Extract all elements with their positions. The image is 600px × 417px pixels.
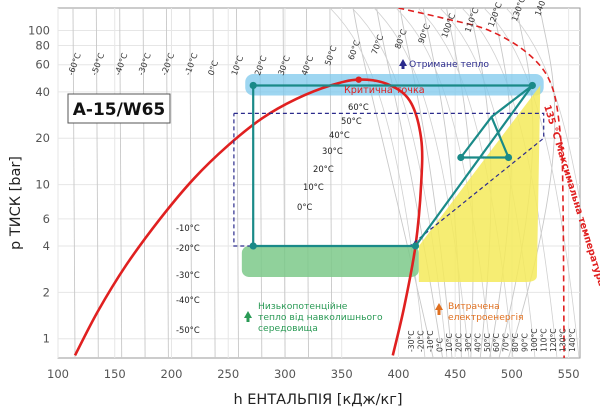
- electric-energy-label-line: електроенергія: [448, 312, 524, 323]
- isotherm-curve: [165, 8, 169, 358]
- ambient-heat-region: [241, 245, 419, 277]
- ambient-heat-label-line: тепло від навколишнього: [258, 312, 383, 323]
- isotherm-label-bottom: 30°C: [464, 333, 473, 352]
- y-tick-label: 60: [35, 58, 50, 72]
- isotherm-label-inside: 60°C: [348, 102, 369, 112]
- isotherm-curve: [259, 8, 263, 358]
- ambient-heat-arrow-icon: [244, 311, 252, 318]
- x-axis-label: h ЕНТАЛЬПІЯ [кДж/кг]: [233, 392, 402, 408]
- y-tick-label: 80: [35, 38, 50, 52]
- y-tick-label: 10: [35, 178, 50, 192]
- ambient-heat-label-line: середовища: [258, 323, 318, 334]
- isotherm-label-bottom: 50°C: [483, 333, 492, 352]
- isentrope-curve: [505, 8, 580, 204]
- electric-energy-arrow-stem: [437, 309, 441, 315]
- isotherm-curve: [329, 8, 333, 358]
- x-tick-label: 250: [217, 367, 239, 381]
- y-tick-label: 100: [28, 24, 50, 38]
- isotherm-label-bottom: 40°C: [473, 333, 482, 352]
- isotherm-curve: [142, 8, 146, 358]
- chart-title: A-15/W65: [73, 100, 166, 120]
- cycle-line: [252, 84, 534, 248]
- cycle-point: [249, 242, 257, 250]
- isotherm-label-bottom: -10°C: [426, 330, 435, 352]
- cycle-point: [528, 81, 536, 90]
- y-tick-label: 2: [43, 285, 50, 299]
- isotherm-curve: [282, 8, 286, 358]
- isotherm-label-inside: -50°C: [176, 325, 200, 335]
- cycle-point: [411, 242, 420, 250]
- isotherm-label-inside: -20°C: [176, 243, 200, 253]
- x-tick-label: 350: [331, 367, 353, 381]
- isotherm-label-inside: 50°C: [341, 116, 362, 126]
- electric-energy-arrow-icon: [435, 303, 443, 310]
- electric-energy-region: [418, 85, 541, 282]
- series-layer: [73, 8, 565, 358]
- ambient-heat-arrow-stem: [246, 317, 250, 322]
- y-tick-label: 1: [43, 332, 50, 346]
- x-tick-label: 400: [387, 367, 409, 381]
- isotherm-label-bottom: 0°C: [435, 338, 444, 352]
- isotherm-curve: [95, 8, 99, 358]
- isotherm-label-inside: -40°C: [176, 295, 200, 305]
- y-tick-label: 4: [43, 239, 50, 253]
- ambient-heat-label-line: Низькопотенційне: [258, 301, 348, 312]
- isotherm-label-bottom: 90°C: [521, 333, 530, 352]
- isotherm-curve: [212, 8, 216, 358]
- heat-gained-arrow-stem: [401, 65, 405, 69]
- y-tick-label: 20: [35, 131, 50, 145]
- heat-gained-label: Отримане тепло: [409, 59, 489, 70]
- isotherm-label-bottom: 110°C: [540, 328, 549, 352]
- x-tick-label: 550: [558, 367, 580, 381]
- cycle-point: [457, 153, 465, 162]
- isotherm-label-inside: -10°C: [176, 223, 200, 233]
- critical-point-label: Критична точка: [344, 85, 425, 96]
- isotherm-label-bottom: -20°C: [416, 330, 425, 352]
- cycle-point: [504, 153, 513, 162]
- critical-point-marker: [355, 76, 362, 83]
- electric-energy-label-line: Витрачена: [448, 301, 500, 312]
- max-temperature-line: [398, 8, 565, 358]
- y-axis-label: p ТИСК [bar]: [8, 156, 24, 250]
- isotherm-label-inside: 0°C: [297, 202, 313, 212]
- isotherm-label-bottom: -30°C: [407, 330, 416, 352]
- isotherm-curve: [306, 8, 309, 358]
- isotherm-label-inside: 10°C: [303, 182, 324, 192]
- isotherm-label-bottom: 140°C: [568, 328, 577, 352]
- isotherm-label-inside: -30°C: [176, 270, 200, 280]
- x-tick-label: 200: [161, 367, 183, 381]
- x-tick-label: 100: [47, 367, 69, 381]
- isotherm-label-inside: 40°C: [329, 130, 350, 140]
- isotherm-label-bottom: 70°C: [502, 333, 511, 352]
- isotherm-label-inside: 30°C: [322, 146, 343, 156]
- x-tick-label: 300: [274, 367, 296, 381]
- isotherm-curve: [72, 8, 76, 358]
- x-tick-label: 450: [444, 367, 466, 381]
- isotherm-curve: [236, 8, 239, 358]
- isotherm-label-bottom: 60°C: [492, 333, 501, 352]
- isotherm-label-bottom: 20°C: [454, 333, 463, 352]
- y-tick-label: 6: [43, 212, 50, 226]
- axes: 100 150 200 250 300 350 400 450 500 550 1 2 4 6 10 20 40…: [8, 24, 580, 408]
- isotherm-label-bottom: 100°C: [530, 328, 539, 352]
- heat-gained-arrow-icon: [399, 59, 407, 66]
- reference-cycle-dashed: [233, 112, 545, 247]
- isotherm-label-bottom: 130°C: [559, 328, 568, 352]
- isotherm-label-bottom: 10°C: [445, 333, 454, 352]
- isotherm-label-top: 0°C: [206, 59, 221, 77]
- x-tick-label: 150: [104, 367, 126, 381]
- cycle-point: [249, 81, 257, 90]
- isotherm-label-bottom: 120°C: [549, 328, 558, 352]
- isotherm-label-bottom: 80°C: [511, 333, 520, 352]
- y-tick-label: 40: [35, 85, 50, 99]
- isotherm-label-inside: 20°C: [313, 164, 334, 174]
- title-box: [67, 93, 171, 124]
- isotherm-curve: [119, 8, 123, 358]
- x-tick-label: 500: [501, 367, 523, 381]
